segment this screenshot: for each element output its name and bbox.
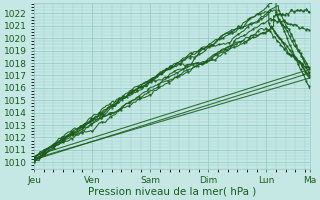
X-axis label: Pression niveau de la mer( hPa ): Pression niveau de la mer( hPa ): [88, 187, 256, 197]
